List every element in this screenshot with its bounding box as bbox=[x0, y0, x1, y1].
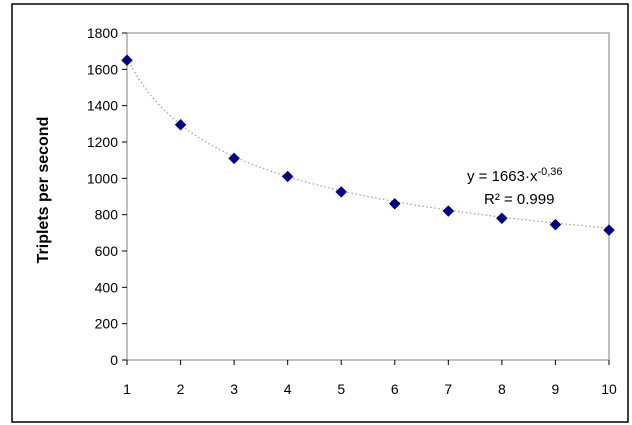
x-tick-label: 2 bbox=[177, 381, 185, 397]
data-point bbox=[281, 170, 294, 183]
y-tick-label: 0 bbox=[110, 352, 118, 368]
x-tick-label: 1 bbox=[123, 381, 131, 397]
y-tick-label: 1200 bbox=[87, 134, 118, 150]
y-axis-label: Triplets per second bbox=[35, 117, 52, 264]
data-point bbox=[549, 218, 562, 231]
y-tick-label: 1400 bbox=[87, 98, 118, 114]
data-points bbox=[121, 54, 615, 236]
data-point bbox=[335, 186, 348, 198]
equation-exponent: -0,36 bbox=[537, 166, 562, 178]
y-tick-label: 1600 bbox=[87, 61, 118, 77]
x-axis: 1 2 3 4 5 6 7 8 9 10 bbox=[123, 360, 617, 397]
equation-main: y = 1663·x bbox=[467, 168, 538, 185]
x-tick-label: 3 bbox=[230, 381, 238, 397]
data-point bbox=[174, 118, 187, 131]
trendline-path bbox=[126, 57, 610, 229]
y-tick-label: 800 bbox=[95, 207, 119, 223]
y-tick-label: 1800 bbox=[87, 25, 118, 41]
equation-label: y = 1663·x-0,36 bbox=[467, 166, 563, 185]
trendline bbox=[126, 57, 610, 229]
x-tick-label: 10 bbox=[601, 381, 617, 397]
data-point bbox=[388, 197, 401, 210]
r-squared-label: R² = 0.999 bbox=[484, 191, 554, 208]
x-tick-label: 4 bbox=[284, 381, 292, 397]
data-point bbox=[496, 212, 508, 225]
data-point bbox=[228, 152, 240, 165]
data-point bbox=[442, 205, 455, 217]
x-tick-label: 6 bbox=[391, 381, 399, 397]
y-tick-label: 600 bbox=[95, 243, 119, 259]
x-tick-label: 9 bbox=[552, 381, 560, 397]
x-tick-label: 8 bbox=[498, 381, 506, 397]
x-tick-label: 5 bbox=[337, 381, 345, 397]
y-tick-label: 400 bbox=[95, 279, 119, 295]
y-tick-label: 200 bbox=[95, 316, 119, 332]
data-point bbox=[121, 54, 133, 67]
x-tick-label: 7 bbox=[444, 381, 452, 397]
data-point bbox=[603, 224, 615, 236]
y-axis: 0 200 400 600 800 1000 1200 1400 1600 1800 bbox=[87, 25, 127, 368]
y-tick-label: 1000 bbox=[87, 170, 118, 186]
